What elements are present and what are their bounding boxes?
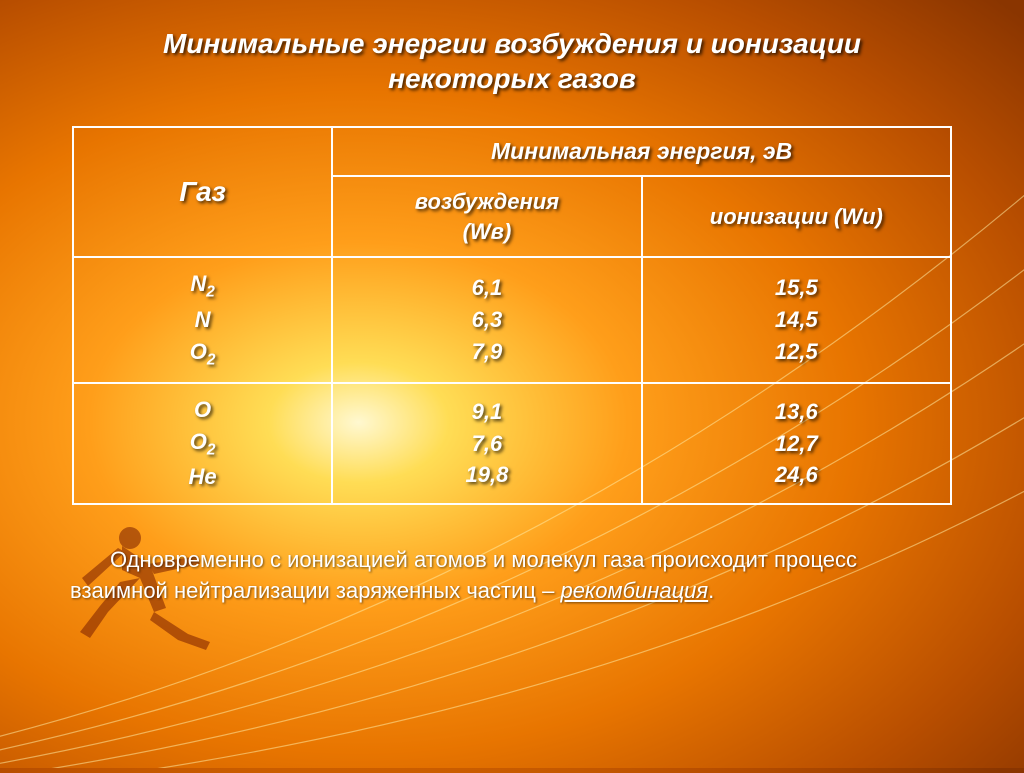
header-energy: Минимальная энергия, эВ	[332, 127, 951, 176]
header-excitation-sym: (Wв)	[463, 219, 512, 244]
excitation-cell-1: 9,17,619,8	[332, 383, 641, 505]
table-header-row-1: Газ Минимальная энергия, эВ	[73, 127, 951, 176]
table-row: N2NO2 6,16,37,9 15,514,512,5	[73, 257, 951, 382]
ionization-cell-0: 15,514,512,5	[642, 257, 951, 382]
energy-table: Газ Минимальная энергия, эВ возбуждения …	[72, 126, 952, 505]
footnote-post: .	[708, 578, 714, 603]
excitation-cell-0: 6,16,37,9	[332, 257, 641, 382]
gas-cell-0: N2NO2	[73, 257, 332, 382]
title-line-2: некоторых газов	[388, 63, 636, 94]
header-ionization: ионизации (Wи)	[642, 176, 951, 257]
header-excitation-word: возбуждения	[415, 189, 559, 214]
title-line-1: Минимальные энергии возбуждения и иониза…	[163, 28, 861, 59]
gas-cell-1: OO2He	[73, 383, 332, 505]
slide-content: Минимальные энергии возбуждения и иониза…	[0, 0, 1024, 768]
footnote: Одновременно с ионизацией атомов и молек…	[70, 545, 954, 607]
ionization-cell-1: 13,612,724,6	[642, 383, 951, 505]
slide-title: Минимальные энергии возбуждения и иониза…	[70, 26, 954, 96]
table-row: OO2He 9,17,619,8 13,612,724,6	[73, 383, 951, 505]
footnote-term: рекомбинация	[560, 578, 708, 603]
header-gas: Газ	[73, 127, 332, 257]
header-excitation: возбуждения (Wв)	[332, 176, 641, 257]
footnote-pre: Одновременно с ионизацией атомов и молек…	[70, 547, 857, 603]
